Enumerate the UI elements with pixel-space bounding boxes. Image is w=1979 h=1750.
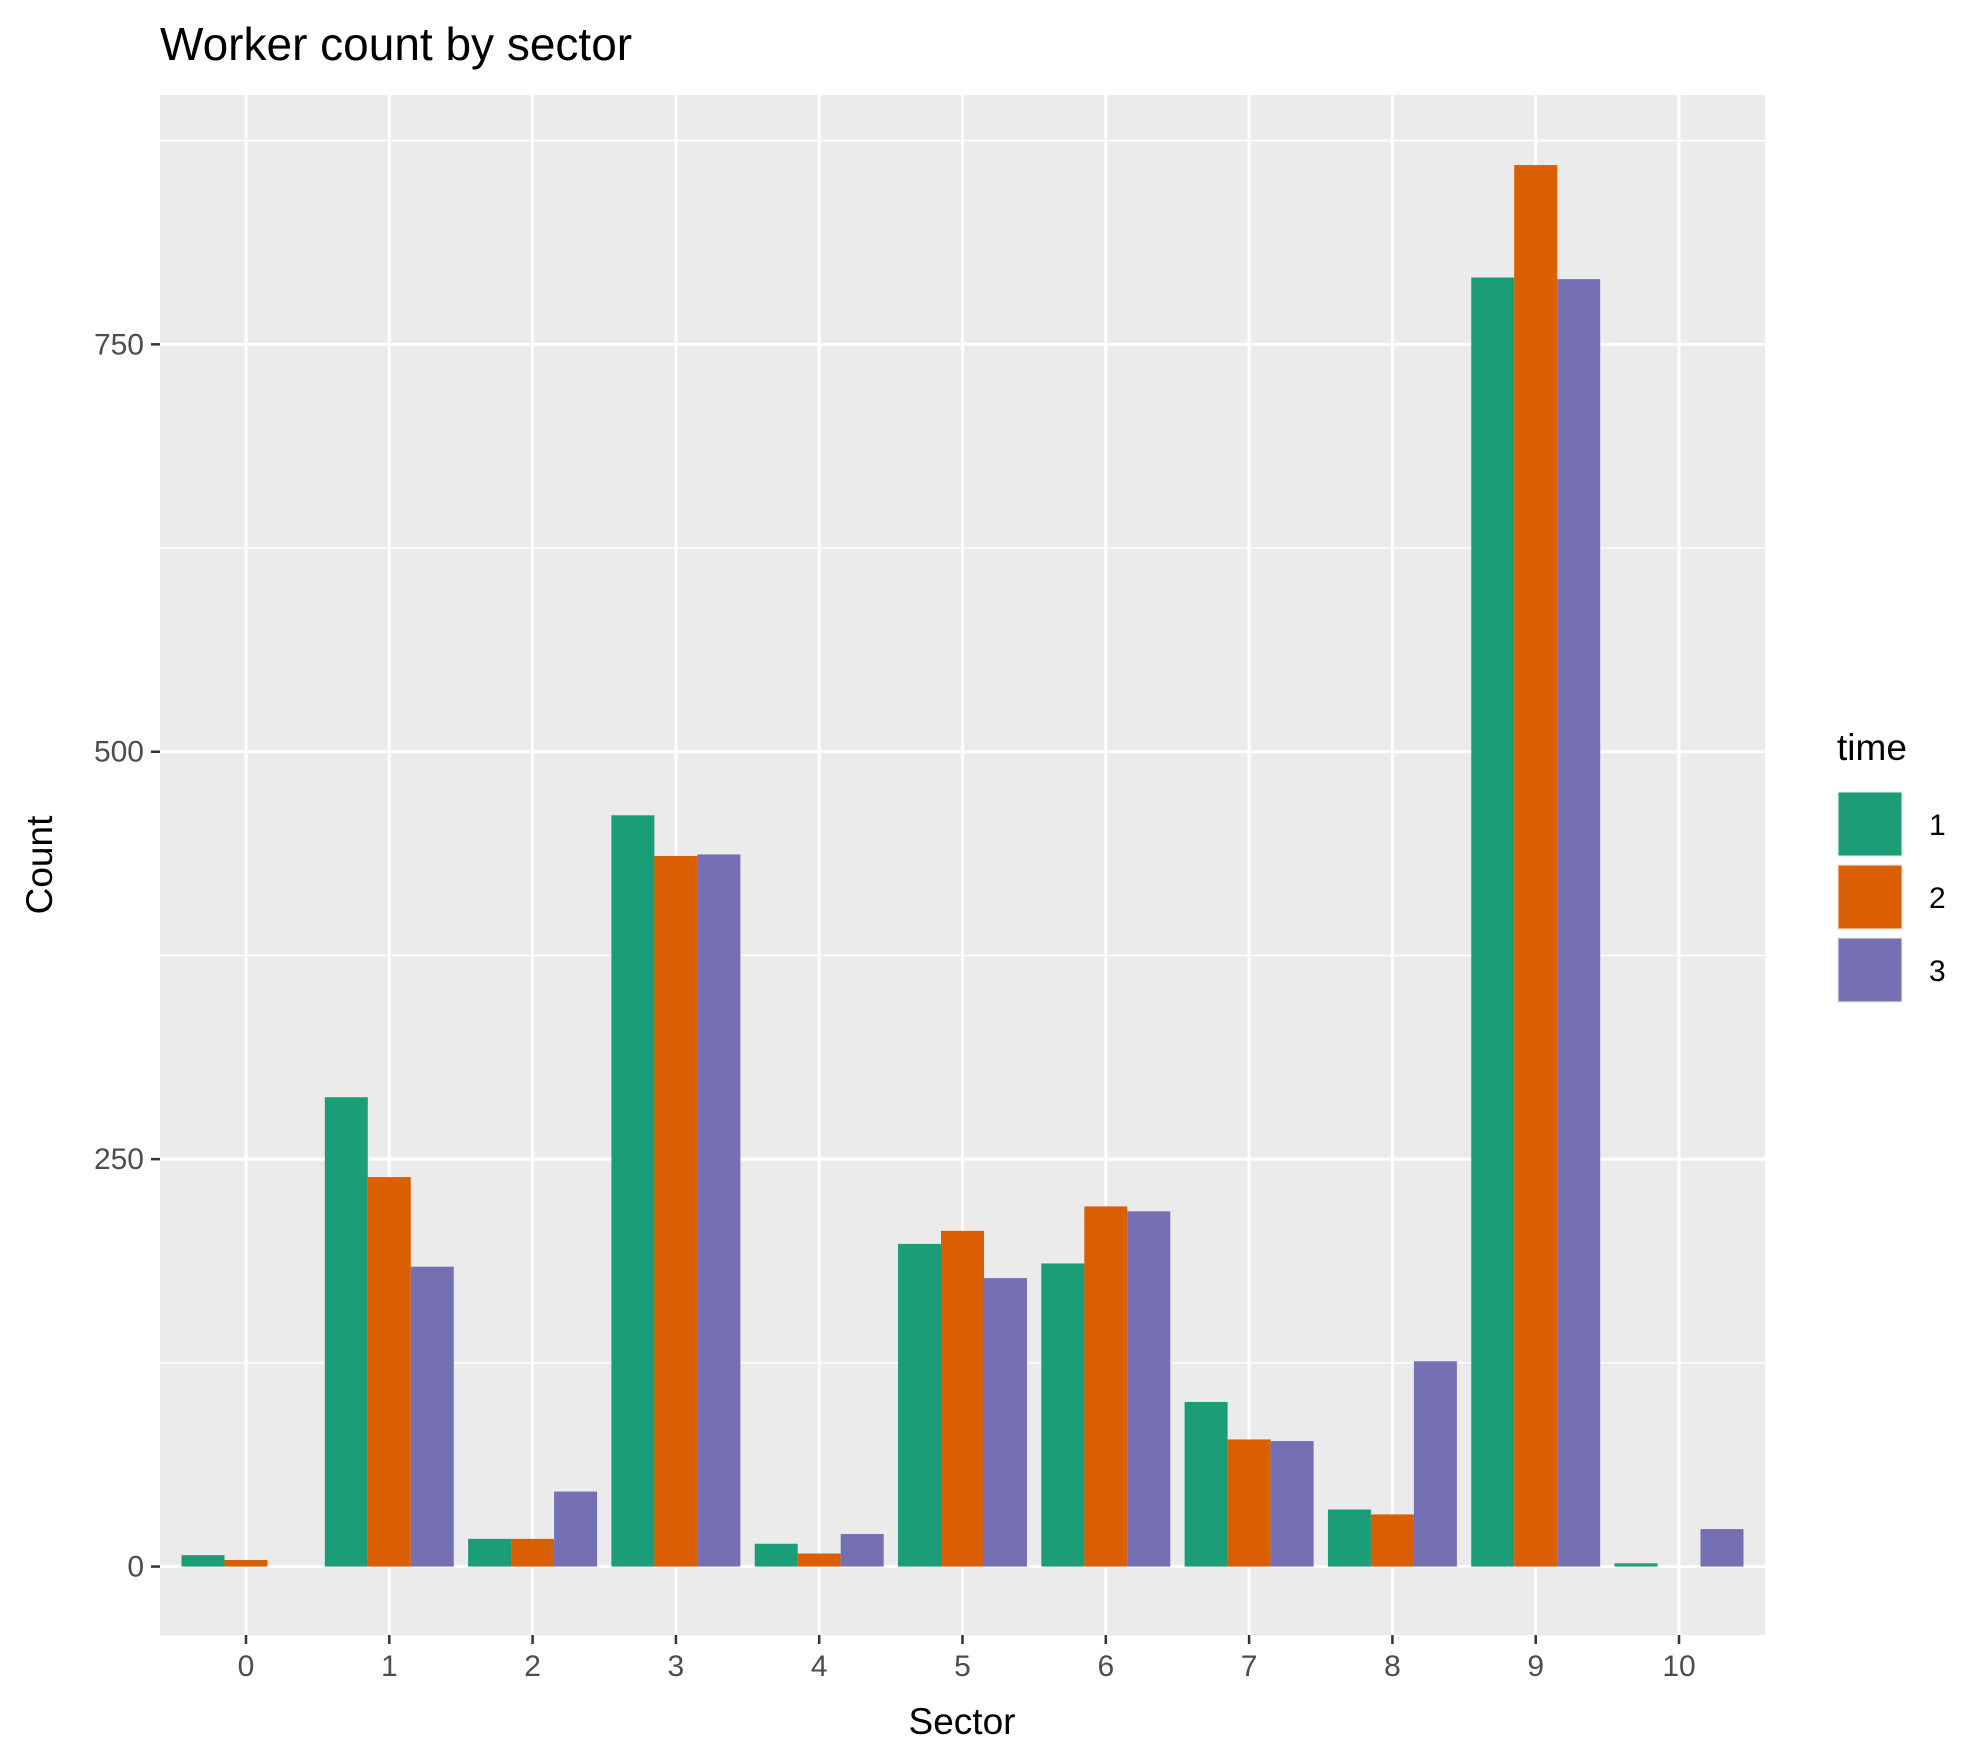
- bar-series-3-sector-9: [1557, 279, 1601, 1567]
- bar-series-3-sector-6: [1127, 1211, 1171, 1567]
- bar-series-3-sector-4: [840, 1533, 884, 1567]
- x-tick-label: 6: [1097, 1650, 1114, 1683]
- legend-swatch-1: [1838, 792, 1902, 856]
- legend-label: 1: [1929, 809, 1946, 842]
- bar-marks: [181, 165, 1744, 1567]
- y-tick-label: 0: [127, 1551, 144, 1584]
- bar-series-1-sector-2: [468, 1538, 512, 1567]
- legend-label: 3: [1929, 955, 1946, 988]
- bar-series-3-sector-1: [410, 1266, 454, 1567]
- y-tick-label: 750: [94, 328, 144, 361]
- legend-swatch-2: [1838, 865, 1902, 929]
- y-axis-title: Count: [19, 815, 60, 914]
- bar-series-3-sector-7: [1270, 1441, 1314, 1567]
- legend-title: time: [1837, 727, 1907, 768]
- bar-series-1-sector-5: [898, 1243, 942, 1567]
- x-tick-label: 4: [811, 1650, 828, 1683]
- bar-series-3-sector-3: [697, 854, 741, 1567]
- legend: time 1 2 3: [1837, 727, 1946, 1003]
- bar-series-1-sector-1: [324, 1097, 368, 1567]
- x-tick-label: 3: [668, 1650, 685, 1683]
- bar-series-1-sector-8: [1327, 1509, 1371, 1567]
- x-tick-label: 0: [238, 1650, 255, 1683]
- bar-series-1-sector-0: [181, 1555, 225, 1567]
- bar-series-3-sector-5: [983, 1278, 1027, 1567]
- x-axis-title: Sector: [909, 1701, 1016, 1742]
- x-axis: 0 1 2 3 4 5 6 7 8 9 10: [238, 1635, 1696, 1683]
- bar-series-2-sector-2: [511, 1538, 555, 1567]
- x-tick-label: 1: [381, 1650, 398, 1683]
- x-tick-label: 9: [1527, 1650, 1544, 1683]
- bar-series-1-sector-10: [1614, 1563, 1658, 1567]
- bar-series-1-sector-9: [1471, 277, 1515, 1567]
- bar-series-2-sector-5: [941, 1230, 984, 1567]
- bar-series-1-sector-4: [754, 1543, 798, 1567]
- y-tick-label: 250: [94, 1143, 144, 1176]
- bar-series-2-sector-8: [1370, 1514, 1414, 1567]
- bar-series-1-sector-7: [1184, 1401, 1228, 1567]
- y-axis: 0 250 500 750: [94, 328, 160, 1584]
- x-tick-label: 2: [524, 1650, 541, 1683]
- bar-series-1-sector-6: [1041, 1263, 1085, 1567]
- x-tick-label: 7: [1241, 1650, 1258, 1683]
- legend-swatch-3: [1838, 938, 1902, 1002]
- bar-series-3-sector-2: [554, 1491, 598, 1567]
- y-tick-label: 500: [94, 736, 144, 769]
- bar-series-2-sector-0: [224, 1560, 268, 1567]
- x-tick-label: 8: [1384, 1650, 1401, 1683]
- bar-series-3-sector-8: [1413, 1361, 1457, 1567]
- bar-series-2-sector-4: [797, 1553, 841, 1567]
- bar-series-2-sector-7: [1227, 1439, 1271, 1567]
- bar-series-2-sector-9: [1514, 165, 1558, 1567]
- x-tick-label: 10: [1662, 1650, 1695, 1683]
- chart-title: Worker count by sector: [160, 18, 632, 70]
- bar-series-2-sector-6: [1084, 1206, 1128, 1567]
- bar-series-2-sector-1: [367, 1177, 411, 1567]
- legend-label: 2: [1929, 882, 1946, 915]
- bar-series-3-sector-10: [1700, 1529, 1744, 1567]
- bar-series-2-sector-3: [654, 856, 698, 1567]
- bar-series-1-sector-3: [611, 815, 655, 1567]
- x-tick-label: 5: [954, 1650, 971, 1683]
